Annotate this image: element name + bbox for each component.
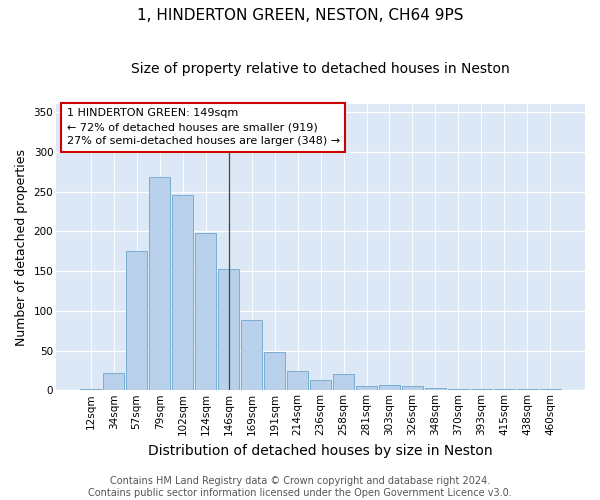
Title: Size of property relative to detached houses in Neston: Size of property relative to detached ho… [131,62,510,76]
Bar [103,373,124,390]
Bar [333,374,354,390]
Bar [264,352,285,391]
Bar [310,380,331,390]
Text: 1 HINDERTON GREEN: 149sqm
← 72% of detached houses are smaller (919)
27% of semi: 1 HINDERTON GREEN: 149sqm ← 72% of detac… [67,108,340,146]
Bar [241,320,262,390]
Bar [402,386,423,390]
Text: 1, HINDERTON GREEN, NESTON, CH64 9PS: 1, HINDERTON GREEN, NESTON, CH64 9PS [137,8,463,22]
Text: Contains HM Land Registry data © Crown copyright and database right 2024.
Contai: Contains HM Land Registry data © Crown c… [88,476,512,498]
Bar [80,388,101,390]
Bar [356,386,377,390]
Bar [287,371,308,390]
Bar [379,384,400,390]
Y-axis label: Number of detached properties: Number of detached properties [15,148,28,346]
Bar [218,270,239,390]
Bar [195,233,216,390]
X-axis label: Distribution of detached houses by size in Neston: Distribution of detached houses by size … [148,444,493,458]
Bar [149,177,170,390]
Bar [425,388,446,390]
Bar [172,196,193,390]
Bar [126,251,147,390]
